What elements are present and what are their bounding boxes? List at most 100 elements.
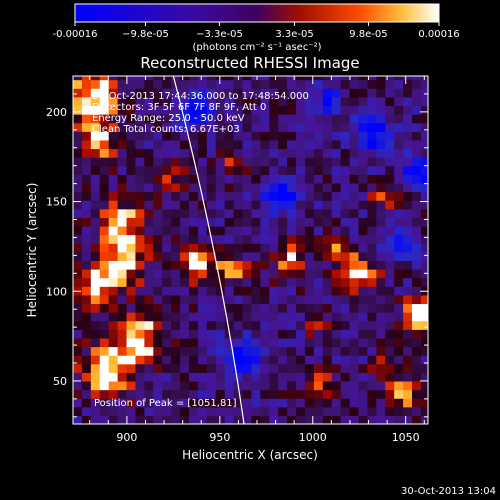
heatmap-cell bbox=[394, 355, 404, 365]
heatmap-cell bbox=[278, 88, 288, 98]
heatmap-cell bbox=[153, 174, 163, 184]
heatmap-cell bbox=[296, 79, 306, 89]
heatmap-cell bbox=[358, 88, 369, 98]
heatmap-cell bbox=[153, 139, 163, 150]
heatmap-cell bbox=[296, 200, 306, 210]
heatmap-cell bbox=[153, 105, 163, 115]
heatmap-cell bbox=[278, 148, 288, 158]
heatmap-cell bbox=[296, 355, 306, 365]
heatmap-cell bbox=[188, 165, 199, 175]
heatmap-cell bbox=[90, 148, 101, 158]
heatmap-cell bbox=[206, 174, 217, 184]
generation-timestamp: 30-Oct-2013 13:04 bbox=[401, 486, 496, 497]
heatmap-cell bbox=[117, 329, 128, 339]
heatmap-cell bbox=[90, 303, 101, 313]
heatmap-cell bbox=[287, 329, 297, 339]
heatmap-cell bbox=[403, 380, 413, 391]
heatmap-cell bbox=[412, 131, 422, 141]
heatmap-cell bbox=[233, 294, 244, 305]
heatmap-cell bbox=[304, 208, 315, 218]
heatmap-cell bbox=[385, 200, 395, 210]
heatmap-cell bbox=[430, 174, 440, 183]
heatmap-cell bbox=[296, 398, 306, 408]
heatmap-cell bbox=[99, 76, 110, 81]
heatmap-cell bbox=[340, 243, 351, 253]
heatmap-cell bbox=[331, 148, 342, 158]
heatmap-cell bbox=[153, 131, 163, 141]
heatmap-cell bbox=[108, 251, 119, 262]
heatmap-cell bbox=[162, 200, 172, 210]
heatmap-cell bbox=[126, 191, 137, 201]
heatmap-cell bbox=[153, 363, 163, 373]
heatmap-cell bbox=[376, 329, 386, 339]
heatmap-cell bbox=[135, 122, 145, 132]
heatmap-cell bbox=[73, 294, 83, 305]
heatmap-cell bbox=[126, 269, 137, 279]
heatmap-cell bbox=[108, 329, 119, 339]
heatmap-cell bbox=[118, 62, 128, 71]
heatmap-cell bbox=[331, 355, 342, 365]
heatmap-cell bbox=[117, 251, 128, 262]
heatmap-cell bbox=[340, 88, 351, 98]
heatmap-cell bbox=[331, 329, 342, 339]
heatmap-cell bbox=[144, 131, 154, 141]
heatmap-cell bbox=[430, 114, 440, 123]
heatmap-cell bbox=[242, 398, 253, 408]
heatmap-cell bbox=[420, 346, 428, 356]
heatmap-cell bbox=[224, 389, 235, 399]
heatmap-cell bbox=[269, 372, 279, 382]
heatmap-cell bbox=[153, 251, 163, 262]
heatmap-cell bbox=[153, 208, 163, 218]
heatmap-cell bbox=[278, 303, 288, 313]
heatmap-cell bbox=[206, 312, 217, 322]
heatmap-cell bbox=[197, 320, 208, 330]
heatmap-cell bbox=[376, 346, 386, 356]
heatmap-cell bbox=[278, 251, 288, 262]
heatmap-cell bbox=[126, 96, 137, 107]
heatmap-cell bbox=[358, 76, 369, 81]
peak-position-label: Position of Peak = [1051,81] bbox=[94, 398, 237, 409]
heatmap-cell bbox=[206, 269, 217, 279]
heatmap-cell bbox=[144, 122, 154, 132]
heatmap-cell bbox=[296, 122, 306, 132]
heatmap-cell bbox=[99, 346, 110, 356]
heatmap-cell bbox=[224, 380, 235, 391]
heatmap-cell bbox=[251, 79, 261, 89]
heatmap-cell bbox=[367, 105, 377, 115]
heatmap-cell bbox=[242, 294, 253, 305]
y-axis-label: Heliocentric Y (arcsec) bbox=[25, 183, 39, 318]
heatmap-cell bbox=[233, 234, 244, 244]
heatmap-cell bbox=[233, 355, 244, 365]
heatmap-cell bbox=[313, 225, 324, 236]
heatmap-cell bbox=[135, 269, 145, 279]
heatmap-cell bbox=[367, 79, 377, 89]
heatmap-cell bbox=[394, 329, 404, 339]
heatmap-cell bbox=[99, 389, 110, 399]
heatmap-cell bbox=[296, 329, 306, 339]
heatmap-cell bbox=[376, 251, 386, 262]
heatmap-cell bbox=[206, 200, 217, 210]
heatmap-cell bbox=[367, 251, 377, 262]
heatmap-cell bbox=[358, 157, 369, 167]
heatmap-cell bbox=[251, 105, 261, 115]
heatmap-cell bbox=[340, 139, 351, 150]
heatmap-cell bbox=[108, 157, 119, 167]
heatmap-cell bbox=[206, 415, 217, 424]
heatmap-cell bbox=[313, 415, 324, 424]
heatmap-cell bbox=[162, 398, 172, 408]
heatmap-cell bbox=[394, 337, 404, 348]
heatmap-cell bbox=[340, 380, 351, 391]
heatmap-cell bbox=[296, 415, 306, 424]
heatmap-cell bbox=[73, 139, 83, 150]
heatmap-cell bbox=[340, 76, 351, 81]
heatmap-cell bbox=[358, 122, 369, 132]
heatmap-cell bbox=[215, 79, 226, 89]
heatmap-cell bbox=[251, 234, 261, 244]
heatmap-cell bbox=[385, 62, 395, 71]
heatmap-cell bbox=[260, 165, 270, 175]
heatmap-cell bbox=[242, 286, 253, 296]
heatmap-cell bbox=[349, 277, 360, 287]
heatmap-cell bbox=[420, 131, 428, 141]
heatmap-cell bbox=[153, 114, 163, 124]
